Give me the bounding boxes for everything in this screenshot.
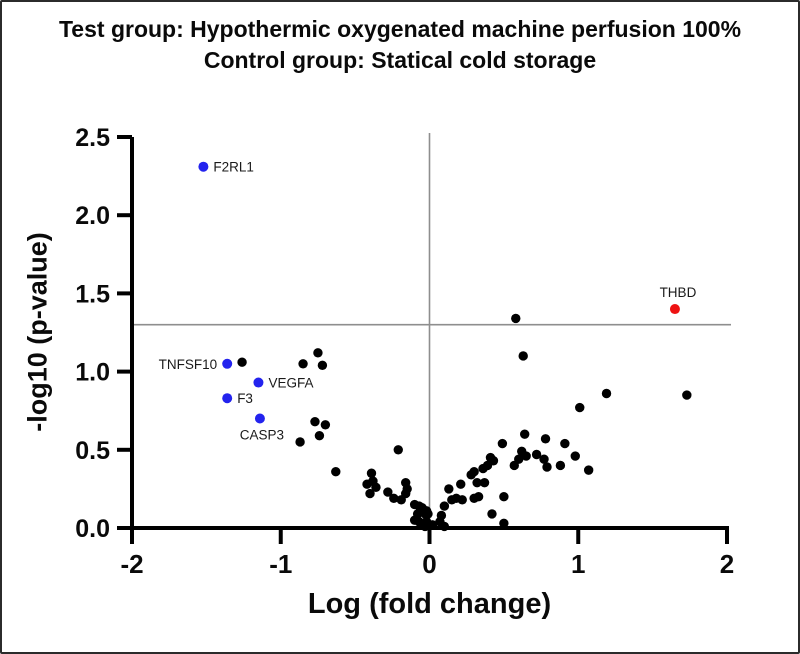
gene-point-f3 [222, 393, 233, 404]
y-axis-title: -log10 (p-value) [22, 232, 53, 432]
x-axis-tick-label: -2 [120, 549, 143, 579]
data-point [511, 313, 521, 324]
data-point [469, 466, 479, 477]
data-point [570, 451, 580, 461]
data-point [331, 466, 341, 477]
data-point [487, 509, 497, 519]
data-point [479, 477, 490, 488]
gene-label-vegfa: VEGFA [268, 376, 313, 391]
y-axis-tick-label: 1.5 [75, 280, 110, 308]
chart-title-line-1: Test group: Hypothermic oxygenated machi… [58, 16, 742, 42]
data-point [499, 492, 509, 502]
y-axis-tick-label: 2.5 [75, 124, 110, 152]
data-point [313, 348, 323, 358]
gene-label-f3: F3 [237, 391, 253, 406]
data-point [366, 468, 377, 478]
gene-label-thbd: THBD [660, 285, 697, 300]
data-point [396, 495, 406, 505]
gene-label-f2rl1: F2RL1 [213, 160, 254, 175]
data-point [520, 429, 530, 439]
data-point [488, 456, 499, 466]
data-point [682, 390, 692, 400]
chart-title: Test group: Hypothermic oxygenated machi… [2, 14, 798, 76]
data-point [521, 451, 531, 461]
data-point [601, 388, 612, 399]
data-point [320, 420, 331, 430]
data-point [383, 487, 393, 497]
data-point [518, 351, 528, 361]
data-point [317, 360, 328, 371]
data-point [365, 488, 375, 499]
gene-point-tnfsf10 [222, 358, 233, 369]
x-axis-tick-label: -1 [269, 549, 292, 579]
x-axis-tick-label: 1 [571, 549, 585, 579]
data-point [531, 449, 542, 460]
data-point [436, 510, 447, 521]
data-point [575, 402, 585, 413]
chart-title-line-2: Control group: Statical cold storage [203, 47, 597, 73]
x-axis-title: Log (fold change) [307, 588, 552, 620]
gene-label-tnfsf10: TNFSF10 [159, 357, 218, 372]
data-point [540, 434, 551, 444]
gene-point-thbd [669, 304, 680, 315]
data-point [555, 460, 566, 471]
data-point [362, 479, 372, 489]
data-point [514, 454, 524, 464]
y-axis-tick-label: 2.0 [75, 202, 110, 230]
gene-point-casp3 [254, 413, 265, 424]
data-point [497, 438, 508, 449]
y-axis-tick-label: 1.0 [75, 359, 110, 387]
data-point [444, 484, 454, 494]
data-point [539, 454, 549, 464]
data-point [457, 495, 467, 505]
data-point [423, 509, 433, 519]
data-point [295, 437, 305, 447]
data-point [371, 482, 381, 493]
data-point [542, 462, 552, 472]
data-point [393, 445, 403, 455]
data-point [420, 521, 430, 532]
data-point [499, 518, 509, 529]
x-axis-tick-label: 0 [422, 549, 436, 579]
data-point [314, 431, 325, 441]
y-axis-tick-label: 0.0 [75, 515, 110, 543]
data-point [389, 493, 399, 503]
gene-label-casp3: CASP3 [240, 428, 284, 443]
gene-point-f2rl1 [198, 161, 209, 172]
data-point [456, 479, 466, 489]
data-point [439, 501, 450, 511]
data-point [583, 465, 594, 475]
data-point [427, 520, 438, 530]
data-point [237, 357, 247, 367]
data-point [310, 416, 320, 427]
gene-point-vegfa [253, 377, 264, 388]
data-point [560, 438, 570, 449]
y-axis-tick-label: 0.5 [75, 437, 110, 465]
x-axis-tick-label: 2 [720, 549, 734, 579]
data-point [472, 477, 482, 488]
data-point [473, 492, 484, 502]
data-point [298, 359, 308, 369]
